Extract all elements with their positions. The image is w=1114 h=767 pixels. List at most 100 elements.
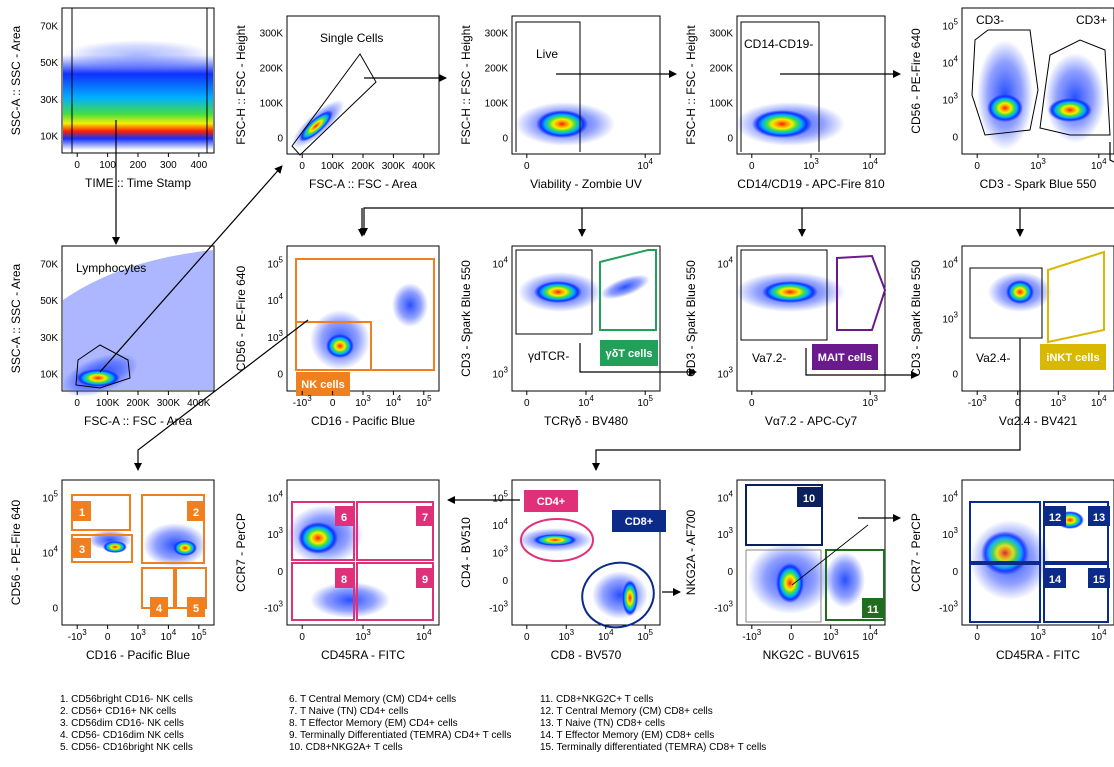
gate-num: 15 bbox=[1093, 574, 1105, 586]
y-axis-label: SSC-A :: SSC - Area bbox=[9, 263, 23, 373]
panel-nk bbox=[286, 245, 440, 392]
y-tick-label: 104 bbox=[717, 489, 733, 504]
x-tick-label: 104 bbox=[386, 394, 402, 409]
gate-num: 10 bbox=[803, 493, 815, 505]
y-tick-label: -103 bbox=[489, 600, 508, 615]
y-tick-label: 103 bbox=[942, 311, 958, 326]
arrow-lymph-single bbox=[99, 165, 283, 373]
gate-text-inktneg: Va2.4- bbox=[976, 351, 1010, 365]
gate-num: 13 bbox=[1093, 512, 1105, 524]
gate-text-cd3neg: CD3- bbox=[976, 13, 1004, 27]
label-gd: γδT cells bbox=[605, 348, 652, 360]
legend-item: 11. CD8+NKG2C+ T cells bbox=[540, 694, 654, 705]
gate-cd3pos bbox=[1039, 39, 1111, 136]
gate-7 bbox=[356, 501, 434, 561]
x-tick-label: 200K bbox=[351, 161, 375, 172]
legend-item: 6. T Central Memory (CM) CD4+ cells bbox=[289, 694, 457, 705]
gate-cd8 bbox=[581, 561, 655, 629]
gate-8 bbox=[291, 562, 355, 621]
y-tick-label: 0 bbox=[502, 576, 508, 587]
panel-cd3 bbox=[961, 7, 1114, 155]
x-tick-label: 100K bbox=[96, 398, 120, 409]
x-tick-label: 0 bbox=[105, 632, 111, 643]
gate-num: 3 bbox=[79, 544, 85, 556]
x-tick-label: 104 bbox=[598, 628, 614, 643]
arrow-inkt-cd4cd8 bbox=[592, 338, 1021, 471]
x-tick-label: -103 bbox=[742, 628, 761, 643]
legend-item: 9. Terminally Differentiated (TEMRA) CD4… bbox=[289, 730, 512, 741]
arrow-nk-nksub bbox=[134, 319, 309, 471]
panel-time bbox=[61, 7, 215, 154]
gate-text-cd14: CD14-CD19- bbox=[744, 37, 813, 51]
legend-item: 15. Terminally differentiated (TEMRA) CD… bbox=[540, 742, 767, 753]
x-axis-label: TCRγδ - BV480 bbox=[544, 414, 628, 428]
y-tick-label: 100K bbox=[710, 98, 734, 109]
y-tick-label: 104 bbox=[492, 517, 508, 532]
y-axis-label: FSC-H :: FSC - Height bbox=[234, 25, 248, 145]
legend-item: 14. T Effector Memory (EM) CD8+ cells bbox=[540, 730, 715, 741]
gate-numbers: 1 2 3 4 5 6 7 8 9 10 11 12 13 14 15 bbox=[73, 487, 1110, 618]
x-tick-label: 103 bbox=[1030, 628, 1046, 643]
y-tick-label: 200K bbox=[485, 64, 509, 75]
y-axis-label: CCR7 - PerCP bbox=[909, 513, 923, 592]
gating-figure: NK cells γδT cells MAIT cells iNKT cells… bbox=[9, 7, 1114, 662]
gate-cd14 bbox=[740, 21, 820, 152]
x-tick-label: 200K bbox=[126, 398, 150, 409]
gate-mait bbox=[836, 254, 887, 331]
y-tick-label: 200K bbox=[710, 64, 734, 75]
gate-live bbox=[515, 21, 581, 152]
y-tick-label: 103 bbox=[267, 329, 283, 344]
y-tick-label: 100K bbox=[260, 98, 284, 109]
y-tick-label: 104 bbox=[942, 55, 958, 70]
gate-num: 6 bbox=[341, 512, 347, 524]
x-tick-label: 300 bbox=[160, 160, 177, 171]
x-tick-label: 103 bbox=[1030, 157, 1046, 172]
y-tick-label: 300K bbox=[260, 29, 284, 40]
x-tick-label: 103 bbox=[355, 628, 371, 643]
y-tick-label: 105 bbox=[267, 255, 283, 270]
gate-num: 4 bbox=[156, 603, 163, 615]
gate-labels: NK cells γδT cells MAIT cells iNKT cells… bbox=[296, 340, 1106, 532]
y-axis-label: SSC-A :: SSC - Area bbox=[9, 25, 23, 135]
x-tick-label: 0 bbox=[74, 160, 80, 171]
y-tick-label: 104 bbox=[942, 255, 958, 270]
gate-num: 11 bbox=[867, 604, 879, 616]
y-tick-label: 30K bbox=[40, 333, 58, 344]
legend-item: 13. T Naive (TN) CD8+ cells bbox=[540, 718, 665, 729]
y-axis-label: CD56 - PE-Fire 640 bbox=[9, 499, 23, 605]
y-tick-label: 200K bbox=[260, 64, 284, 75]
y-tick-label: 10K bbox=[40, 370, 58, 381]
x-tick-label: 100 bbox=[99, 160, 116, 171]
x-tick-label: 400K bbox=[187, 398, 211, 409]
y-axis-label: CD3 - Spark Blue 550 bbox=[909, 260, 923, 377]
y-tick-label: 300K bbox=[710, 29, 734, 40]
gate-13 bbox=[1043, 501, 1109, 563]
gate-text-lymph: Lymphocytes bbox=[76, 261, 146, 275]
x-tick-label: 0 bbox=[524, 632, 530, 643]
x-tick-label: 104 bbox=[637, 157, 653, 172]
y-tick-label: 105 bbox=[942, 18, 958, 33]
panel-cd14 bbox=[735, 15, 886, 155]
gate-maitneg bbox=[740, 249, 828, 341]
legend-item: 8. T Effector Memory (EM) CD4+ cells bbox=[289, 718, 458, 729]
y-axis-label: FSC-H :: FSC - Height bbox=[684, 25, 698, 145]
x-tick-label: 104 bbox=[1091, 157, 1107, 172]
gate-3 bbox=[71, 534, 133, 563]
y-axis-label: CD3 - Spark Blue 550 bbox=[459, 260, 473, 377]
y-tick-label: 105 bbox=[42, 489, 58, 504]
x-tick-label: 0 bbox=[524, 161, 530, 172]
gate-text-cd3pos: CD3+ bbox=[1076, 13, 1107, 27]
legend-col-1: 1. CD56bright CD16- NK cells 2. CD56+ CD1… bbox=[60, 694, 193, 754]
y-axis-label: CD3 - Spark Blue 550 bbox=[684, 260, 698, 377]
gate-11 bbox=[825, 549, 885, 621]
y-tick-label: 50K bbox=[40, 296, 58, 307]
x-tick-label: 104 bbox=[862, 157, 878, 172]
legend-item: 7. T Naive (TN) CD4+ cells bbox=[289, 706, 409, 717]
x-tick-label: -103 bbox=[293, 394, 312, 409]
y-tick-label: 103 bbox=[492, 366, 508, 381]
gate-num: 9 bbox=[422, 574, 428, 586]
arrow-cd3-nk bbox=[360, 207, 1114, 236]
gate-gd bbox=[599, 249, 657, 331]
x-tick-label: 103 bbox=[823, 628, 839, 643]
gate-text-maitneg: Va7.2- bbox=[752, 351, 786, 365]
